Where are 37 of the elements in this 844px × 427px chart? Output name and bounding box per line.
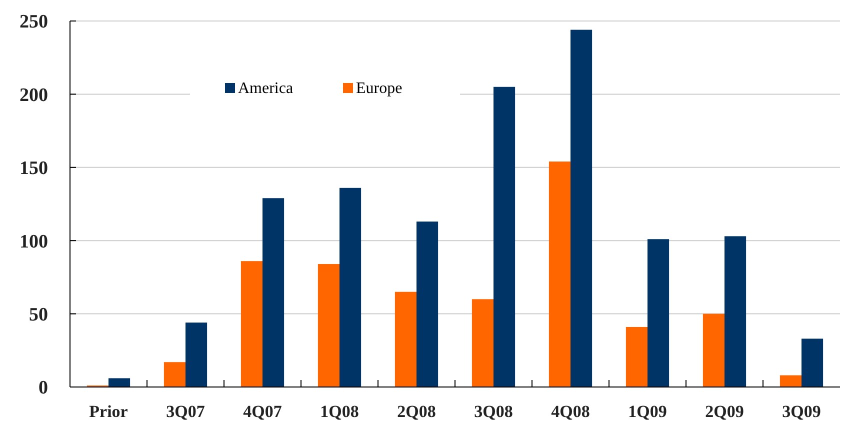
bar (548, 162, 570, 387)
x-tick-label: 3Q07 (166, 402, 206, 421)
x-tick-label: 1Q09 (628, 402, 667, 421)
legend-label: Europe (356, 80, 402, 97)
bar (164, 362, 186, 387)
legend-label: America (238, 80, 294, 97)
y-tick-label: 0 (38, 378, 48, 399)
bar (724, 236, 746, 387)
bar (240, 261, 262, 387)
bar (394, 292, 416, 387)
bar (570, 30, 592, 387)
y-tick-label: 200 (20, 84, 48, 106)
bar (186, 322, 208, 387)
x-tick-label: 4Q08 (551, 402, 590, 421)
bar (108, 378, 130, 387)
x-tick-label: Prior (89, 402, 128, 421)
x-tick-label: 2Q08 (397, 402, 436, 421)
bar (318, 264, 340, 387)
y-tick-label: 50 (29, 304, 48, 326)
bar (262, 198, 284, 387)
bar (780, 375, 802, 387)
x-tick-label: 3Q09 (782, 402, 821, 421)
x-tick-label: 2Q09 (705, 402, 744, 421)
y-tick-label: 250 (20, 12, 48, 33)
x-tick-label: 1Q08 (320, 402, 359, 421)
bar (472, 299, 494, 387)
bar (648, 239, 670, 387)
x-tick-label: 4Q07 (243, 402, 282, 421)
bar (340, 188, 362, 387)
y-tick-label: 150 (20, 158, 48, 180)
bar (802, 338, 824, 387)
bar (702, 314, 724, 387)
bar (494, 86, 516, 387)
x-tick-label: 3Q08 (474, 402, 513, 421)
bar (416, 222, 438, 387)
y-tick-label: 100 (20, 231, 48, 252)
bar (626, 326, 648, 387)
